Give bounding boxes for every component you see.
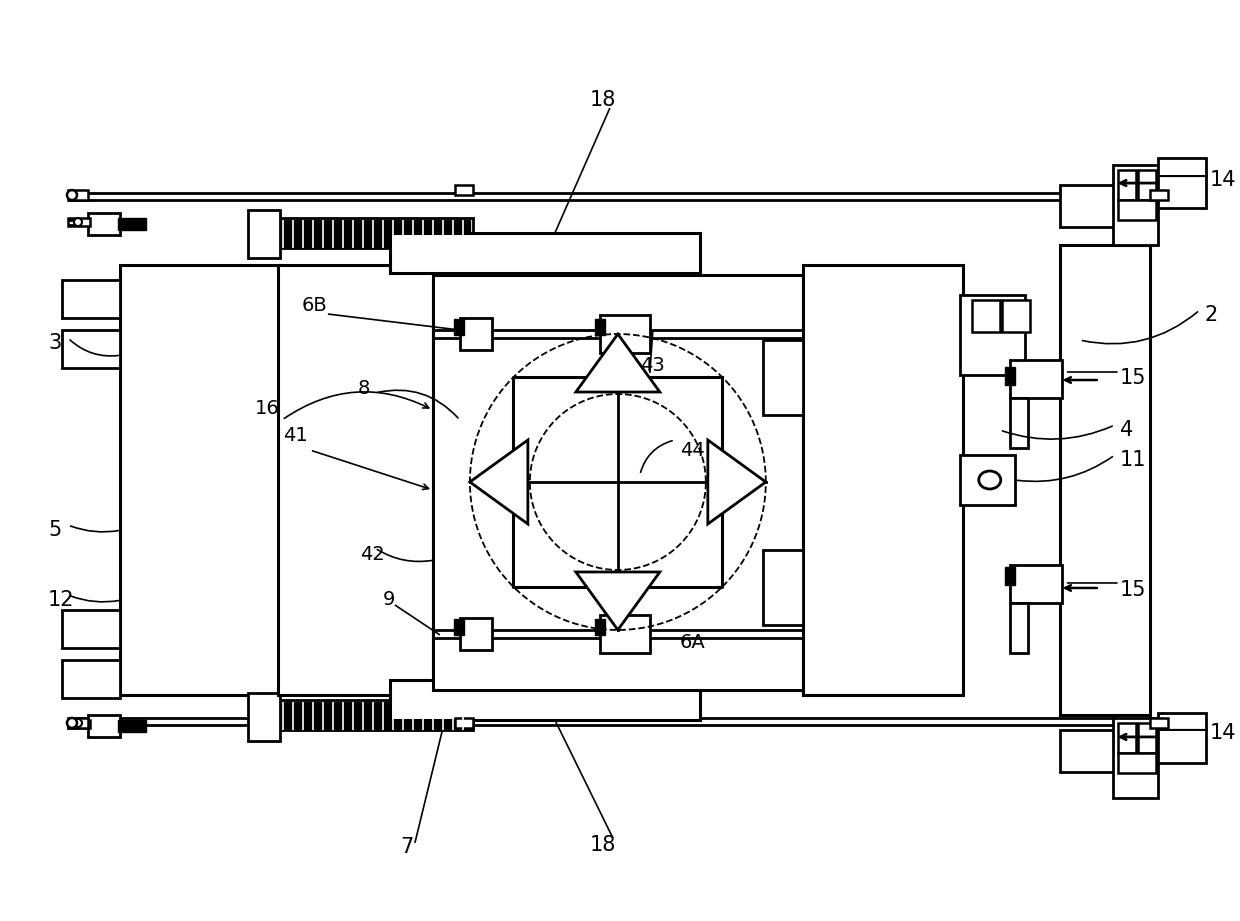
- Bar: [120, 265, 280, 695]
- Bar: [248, 210, 280, 258]
- Polygon shape: [470, 440, 528, 524]
- Bar: [389, 233, 699, 273]
- Text: 7: 7: [401, 837, 413, 857]
- Circle shape: [67, 718, 77, 728]
- Bar: [460, 618, 492, 650]
- Bar: [62, 330, 120, 368]
- Text: 14: 14: [1210, 723, 1236, 743]
- Bar: [1117, 723, 1136, 753]
- Bar: [600, 615, 650, 653]
- Bar: [1112, 165, 1158, 245]
- Polygon shape: [575, 334, 660, 392]
- Bar: [62, 660, 120, 698]
- Text: 41: 41: [283, 426, 308, 445]
- Bar: [1009, 398, 1028, 448]
- Bar: [1060, 730, 1115, 772]
- Text: 18: 18: [590, 835, 616, 855]
- Bar: [455, 185, 472, 195]
- Text: 16: 16: [255, 399, 280, 417]
- Text: 43: 43: [640, 356, 665, 375]
- Bar: [1009, 565, 1061, 603]
- Circle shape: [74, 218, 82, 226]
- Circle shape: [67, 190, 77, 200]
- Bar: [278, 700, 472, 730]
- Text: 44: 44: [680, 440, 704, 460]
- Text: 9: 9: [383, 590, 396, 610]
- Bar: [595, 319, 605, 335]
- Bar: [118, 720, 146, 732]
- Bar: [1117, 753, 1156, 773]
- Bar: [433, 340, 472, 415]
- Text: 6B: 6B: [301, 296, 327, 315]
- Bar: [455, 718, 472, 728]
- Bar: [1149, 190, 1168, 200]
- Bar: [68, 190, 88, 200]
- Bar: [1004, 567, 1014, 585]
- Text: 14: 14: [1210, 170, 1236, 190]
- Ellipse shape: [978, 471, 1001, 489]
- Bar: [960, 295, 1024, 375]
- Bar: [278, 265, 433, 695]
- Bar: [1138, 723, 1156, 753]
- Bar: [62, 610, 120, 648]
- Text: 12: 12: [48, 590, 74, 610]
- Bar: [248, 693, 280, 740]
- Bar: [1149, 718, 1168, 728]
- Text: 5: 5: [48, 520, 61, 540]
- Bar: [68, 720, 91, 728]
- Bar: [1117, 200, 1156, 220]
- Bar: [595, 619, 605, 635]
- Bar: [972, 300, 999, 332]
- Text: 8: 8: [358, 379, 371, 398]
- Bar: [460, 318, 492, 350]
- Text: 11: 11: [1120, 450, 1146, 470]
- Bar: [454, 319, 464, 335]
- Bar: [88, 715, 120, 737]
- Bar: [389, 680, 699, 720]
- Bar: [1009, 603, 1028, 653]
- Bar: [763, 550, 802, 625]
- Bar: [1002, 300, 1029, 332]
- Text: 42: 42: [360, 545, 384, 565]
- Bar: [1112, 718, 1158, 798]
- Bar: [1117, 170, 1136, 200]
- Bar: [280, 702, 470, 730]
- Polygon shape: [708, 440, 766, 524]
- Text: 18: 18: [590, 90, 616, 111]
- Bar: [1004, 367, 1014, 385]
- Text: 15: 15: [1120, 580, 1146, 600]
- Bar: [1138, 170, 1156, 200]
- Bar: [1158, 158, 1205, 208]
- Text: 6A: 6A: [680, 634, 706, 652]
- Bar: [62, 280, 120, 318]
- Bar: [88, 213, 120, 235]
- Polygon shape: [575, 572, 660, 630]
- Bar: [454, 619, 464, 635]
- Bar: [118, 218, 146, 230]
- Bar: [600, 315, 650, 353]
- Text: 15: 15: [1120, 368, 1146, 388]
- Bar: [68, 218, 91, 226]
- Bar: [1009, 360, 1061, 398]
- Circle shape: [74, 719, 82, 727]
- Bar: [763, 340, 802, 415]
- Bar: [1158, 713, 1205, 763]
- Bar: [68, 718, 88, 728]
- Text: 4: 4: [1120, 420, 1133, 440]
- Bar: [1060, 245, 1149, 715]
- Bar: [960, 455, 1014, 505]
- Bar: [278, 218, 472, 248]
- Bar: [433, 275, 802, 690]
- Bar: [280, 220, 470, 248]
- Bar: [802, 265, 962, 695]
- Text: 3: 3: [48, 333, 61, 353]
- Text: 2: 2: [1205, 305, 1218, 325]
- Bar: [433, 550, 472, 625]
- Bar: [1060, 185, 1115, 227]
